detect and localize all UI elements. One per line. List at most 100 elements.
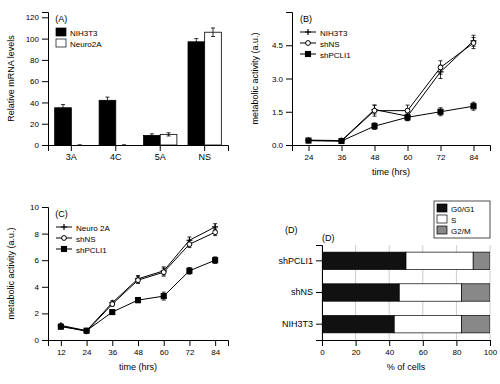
bar [99, 100, 116, 145]
tick-mark [309, 145, 310, 151]
legend-frame [434, 201, 490, 238]
error-bar [162, 268, 166, 276]
error-bar [122, 145, 126, 146]
panel: 122436486072840246810 [30, 203, 228, 357]
legend-entry: Neuro 2A [56, 224, 110, 233]
y-axis-title: metabolic activity (a.u.) [250, 32, 260, 124]
tick-mark [316, 324, 322, 325]
bar [71, 145, 88, 146]
tick: 24 [83, 340, 92, 357]
series [306, 35, 477, 143]
x-axis: 243648607284 [293, 145, 491, 162]
tick-label: 12 [57, 348, 66, 357]
tick-mark [42, 39, 48, 40]
tick-label: 80 [30, 56, 39, 65]
series [306, 102, 476, 143]
tick-mark [356, 340, 357, 346]
y-axis: 020406080100120 [26, 13, 49, 151]
axis-line [49, 341, 229, 347]
legend-label: shPCLI1 [76, 246, 107, 255]
tick-mark [286, 79, 292, 80]
panel-label: (C) [55, 209, 67, 219]
marker [84, 328, 89, 333]
line [309, 106, 474, 141]
tick-mark [112, 340, 113, 346]
legend: G0/G1SG2/M [434, 201, 490, 238]
legend-label: shPCLI1 [320, 51, 351, 60]
tick-mark [316, 292, 322, 293]
tick-mark [42, 124, 48, 125]
tick-mark [71, 145, 72, 151]
tick: 8 [35, 230, 48, 239]
legend-marker [305, 29, 311, 35]
tick-label: 84 [211, 348, 220, 357]
tick-label: 60 [160, 348, 169, 357]
tick-mark [42, 340, 48, 341]
error-bar [105, 97, 109, 103]
tick: 72 [437, 145, 446, 162]
tick: 20 [30, 120, 48, 129]
x-axis-title: time (hrs) [372, 167, 410, 177]
panel: 2436486072840.01.53.04.5 [272, 13, 491, 162]
tick-label: 120 [26, 13, 40, 22]
legend-entry: shNS [300, 40, 340, 49]
axis-line [49, 146, 229, 152]
error-bar [472, 35, 476, 46]
marks [55, 28, 222, 145]
tick-label: 0 [320, 348, 325, 357]
tick-mark [474, 145, 475, 151]
panel-label: (D) [285, 225, 298, 235]
legend-swatch [56, 28, 66, 36]
tick: 60 [160, 340, 169, 357]
error-bar [213, 257, 217, 264]
tick-label: 4C [110, 152, 122, 162]
marker [58, 322, 64, 328]
legend-label: Neuro2A [70, 40, 102, 49]
legend-label: G0/G1 [451, 205, 475, 214]
tick: 80 [452, 340, 461, 357]
tick: 100 [484, 340, 498, 357]
marker [339, 138, 345, 144]
series [58, 257, 217, 333]
legend-label: G2/M [451, 227, 471, 236]
marker [306, 138, 311, 143]
marker [84, 329, 89, 334]
marker [405, 115, 410, 120]
marker [110, 302, 115, 307]
legend-marker [61, 246, 66, 251]
legend-swatch [56, 39, 66, 47]
tick-mark [286, 45, 292, 46]
series [306, 37, 476, 143]
series [58, 229, 217, 334]
tick-label: 48 [134, 348, 143, 357]
panel-label: (B) [300, 14, 312, 24]
tick: 120 [26, 13, 48, 22]
tick-label: 48 [371, 153, 380, 162]
marker [306, 138, 311, 143]
axis-line [286, 13, 293, 146]
legend-entry: shPCLI1 [300, 51, 351, 60]
bar [116, 145, 133, 146]
tick: 20 [352, 340, 361, 357]
marker [471, 104, 476, 109]
error-bar [61, 105, 65, 111]
tick-mark [490, 340, 491, 346]
legend-label: NIH3T3 [70, 29, 98, 38]
tick: 24 [305, 145, 314, 162]
bar-segment [406, 252, 473, 269]
tick-mark [42, 81, 48, 82]
series [322, 252, 406, 333]
legend: NIH3T3 Neuro2A [56, 28, 102, 49]
tick: NS [198, 145, 211, 162]
marker [110, 310, 115, 315]
tick-mark [115, 145, 116, 151]
tick-mark [42, 145, 48, 146]
legend-label: NIH3T3 [320, 29, 348, 38]
tick-label: NS [198, 152, 211, 162]
tick: 80 [30, 56, 48, 65]
tick-label: 5A [155, 152, 166, 162]
error-bar [187, 241, 191, 248]
tick-label: NIH3T3 [282, 319, 313, 329]
error-bar [472, 102, 476, 110]
tick-label: 6 [35, 256, 40, 265]
